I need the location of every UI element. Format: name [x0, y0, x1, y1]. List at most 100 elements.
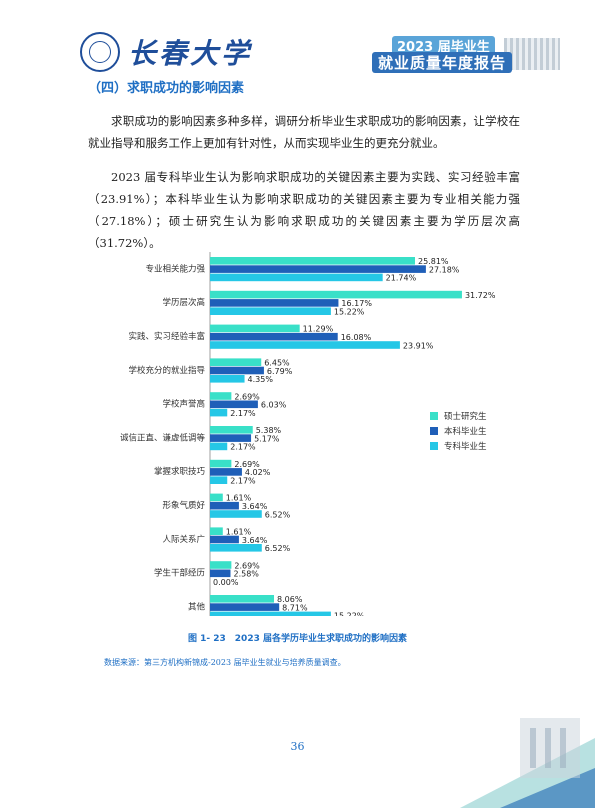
bar-college — [210, 442, 228, 451]
value-label-bachelor: 3.64% — [242, 536, 268, 545]
bar-bachelor — [210, 332, 338, 341]
value-label-master: 11.29% — [303, 325, 334, 334]
category-label: 学校充分的就业指导 — [128, 365, 205, 376]
bar-master — [210, 358, 262, 366]
banner-title: 就业质量年度报告 — [372, 52, 513, 73]
legend-swatch-master — [430, 411, 438, 420]
bar-bachelor — [210, 265, 426, 273]
legend-swatch-bachelor — [430, 426, 438, 435]
data-source-note: 数据来源：第三方机构新锦成-2023 届毕业生就业与培养质量调查。 — [104, 658, 346, 667]
bar-bachelor — [210, 434, 252, 442]
legend-item-master: 硕士研究生 — [430, 408, 487, 423]
value-label-college: 4.35% — [248, 375, 274, 384]
bar-bachelor — [210, 366, 264, 375]
bar-bachelor — [210, 535, 239, 544]
category-label: 掌握求职技巧 — [154, 466, 206, 477]
legend-label-college: 专科毕业生 — [444, 441, 487, 452]
value-label-master: 5.38% — [256, 426, 282, 435]
value-label-bachelor: 27.18% — [429, 265, 460, 274]
value-label-bachelor: 8.71% — [282, 603, 308, 612]
bar-master — [210, 257, 416, 265]
legend-item-college: 专科毕业生 — [430, 438, 487, 453]
value-label-bachelor: 3.64% — [242, 502, 268, 511]
section-heading: （四）求职成功的影响因素 — [88, 81, 245, 96]
category-label: 学历层次高 — [162, 297, 205, 308]
value-label-master: 31.72% — [465, 291, 496, 300]
bar-bachelor — [210, 299, 339, 307]
category-label: 学生干部经历 — [154, 568, 206, 579]
value-label-bachelor: 16.17% — [341, 299, 372, 308]
paragraph-findings: 2023 届专科毕业生认为影响求职成功的关键因素主要为实践、实习经验丰富（23.… — [88, 170, 520, 250]
value-label-master: 25.81% — [418, 257, 449, 266]
bar-master — [210, 595, 275, 603]
figure-caption: 图 1- 23 2023 届各学历毕业生求职成功的影响因素 — [188, 634, 407, 644]
bar-bachelor — [210, 501, 239, 510]
value-label-college: 6.52% — [265, 510, 291, 519]
value-label-bachelor: 4.02% — [245, 468, 271, 477]
value-label-master: 8.06% — [277, 595, 303, 604]
bar-college — [210, 544, 262, 552]
category-label: 其他 — [188, 601, 206, 612]
bar-bachelor — [210, 603, 280, 611]
bar-master — [210, 392, 232, 400]
bar-college — [210, 408, 228, 417]
bar-master — [210, 290, 462, 299]
bar-master — [210, 561, 232, 569]
value-label-bachelor: 6.79% — [267, 367, 293, 376]
building-illustration — [504, 38, 560, 70]
value-label-college: 21.74% — [386, 274, 417, 283]
legend-label-master: 硕士研究生 — [444, 411, 487, 422]
value-label-master: 2.69% — [234, 460, 260, 469]
category-label: 诚信正直、谦虚低调等 — [120, 432, 206, 443]
value-label-bachelor: 5.17% — [254, 434, 280, 443]
university-name-logo: 长春大学 — [128, 37, 253, 70]
category-label: 专业相关能力强 — [145, 263, 205, 274]
bar-master — [210, 459, 232, 468]
bar-master — [210, 527, 223, 535]
value-label-master: 1.61% — [226, 494, 252, 503]
banner-year: 2023 届毕业生 — [392, 36, 495, 55]
value-label-college: 15.22% — [334, 612, 365, 616]
value-label-college: 15.22% — [334, 308, 365, 317]
paragraph-intro: 求职成功的影响因素多种多样，调研分析毕业生求职成功的影响因素，让学校在就业指导和… — [88, 114, 520, 150]
bar-bachelor — [210, 468, 242, 476]
category-label: 人际关系广 — [162, 534, 205, 545]
value-label-master: 6.45% — [264, 359, 290, 368]
legend-label-bachelor: 本科毕业生 — [444, 426, 487, 437]
value-label-college: 2.17% — [230, 409, 256, 418]
category-label: 实践、实习经验丰富 — [128, 331, 205, 342]
legend-item-bachelor: 本科毕业生 — [430, 423, 487, 438]
value-label-college: 0.00% — [213, 578, 239, 587]
university-seal-logo — [80, 32, 120, 72]
bar-college — [210, 341, 400, 349]
value-label-master: 2.69% — [234, 561, 260, 570]
bar-college — [210, 273, 383, 282]
bar-master — [210, 426, 253, 434]
value-label-master: 1.61% — [226, 528, 252, 537]
value-label-bachelor: 6.03% — [261, 401, 287, 410]
value-label-master: 2.69% — [234, 392, 260, 401]
bar-college — [210, 307, 331, 315]
value-label-college: 23.91% — [403, 341, 434, 350]
category-label: 形象气质好 — [162, 500, 205, 511]
legend-swatch-college — [430, 441, 438, 450]
value-label-college: 6.52% — [265, 544, 291, 553]
report-banner: 2023 届毕业生 就业质量年度报告 — [372, 36, 562, 73]
bar-college — [210, 611, 331, 616]
bar-college — [210, 375, 245, 383]
bar-college — [210, 476, 228, 484]
factor-bar-chart: 专业相关能力强 25.81% 27.18% 21.74% 学历层次高 31.72% 16.1… — [86, 246, 556, 616]
value-label-bachelor: 16.08% — [341, 333, 372, 342]
bar-college — [210, 510, 262, 518]
chart-svg: 专业相关能力强 25.81%27.18% 21.74% 学历层次高 31.72% 16.1… — [120, 252, 496, 616]
chart-legend: 硕士研究生 本科毕业生 专科毕业生 — [430, 408, 487, 453]
campus-decoration — [460, 718, 595, 808]
page-header: 长春大学 2023 届毕业生 就业质量年度报告 — [0, 0, 595, 80]
bar-master — [210, 324, 300, 333]
bar-bachelor — [210, 569, 231, 578]
value-label-bachelor: 2.58% — [233, 570, 259, 579]
category-label: 学校声誉高 — [162, 399, 205, 410]
value-label-college: 2.17% — [230, 443, 256, 452]
page-number: 36 — [290, 740, 305, 753]
bar-bachelor — [210, 400, 258, 409]
